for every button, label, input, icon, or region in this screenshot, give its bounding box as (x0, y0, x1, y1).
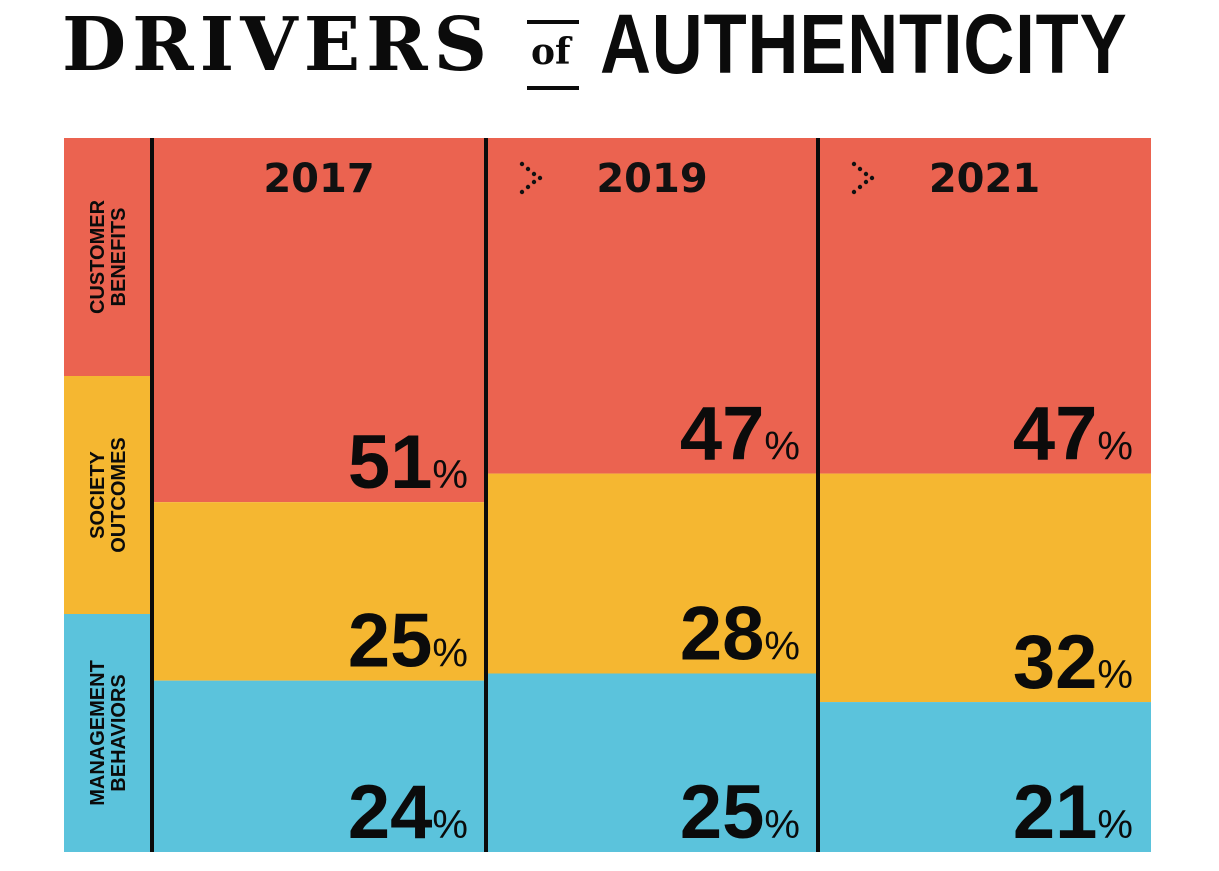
tick-label-2019: 2019 (596, 156, 707, 202)
data-label-2019-3: 25% (680, 770, 800, 855)
column-divider-3 (816, 138, 820, 852)
legend-swatch-1 (64, 138, 152, 376)
bar-2017-segment-1 (152, 138, 486, 503)
legend-label-2: SOCIETY OUTCOMES (87, 437, 130, 553)
chevron-dot (851, 161, 857, 167)
chevron-dot (863, 171, 869, 177)
bar-2019-segment-1 (486, 138, 818, 474)
chevron-dot (531, 179, 537, 185)
chevron-dot (531, 171, 537, 177)
chevron-dot (851, 189, 857, 195)
chevron-dot (869, 175, 875, 181)
chevron-dot (519, 189, 525, 195)
column-divider-2 (484, 138, 488, 852)
chart-title: DRIVERS of AUTHENTICITY (0, 0, 1219, 120)
title-of-bottom-rule (527, 86, 579, 90)
legend-label-line1: MANAGEMENT (87, 660, 109, 806)
bar-2021-segment-2 (818, 473, 1151, 703)
legend-label-1: CUSTOMER BENEFITS (87, 199, 130, 314)
title-drivers: DRIVERS (62, 2, 494, 88)
legend-label-line1: CUSTOMER (87, 199, 109, 314)
title-of: of (531, 31, 571, 73)
bar-2019-segment-3 (486, 673, 818, 852)
chevron-dot (863, 179, 869, 185)
title-of-mark: of (527, 20, 579, 92)
data-label-2017-1: 51% (348, 420, 468, 505)
legend-swatch-2 (64, 376, 152, 614)
bar-2017-segment-3 (152, 680, 486, 852)
title-authenticity: AUTHENTICITY (600, 0, 1128, 91)
dotted-chevron-right-icon (851, 161, 875, 195)
title-of-top-rule (527, 20, 579, 24)
legend-label-line2: BEHAVIORS (108, 674, 130, 791)
data-label-2021-1: 47% (1013, 392, 1133, 477)
bar-2017-segment-2 (152, 502, 486, 681)
chevron-dot (519, 161, 525, 167)
tick-label-2017: 2017 (263, 156, 374, 202)
data-label-2017-3: 24% (348, 770, 468, 855)
bar-2021-segment-1 (818, 138, 1151, 474)
legend-label-line1: SOCIETY (87, 450, 109, 538)
data-label-2021-2: 32% (1013, 620, 1133, 705)
legend-label-line2: BENEFITS (108, 208, 130, 307)
data-label-2019-1: 47% (680, 392, 800, 477)
legend-swatch-3 (64, 614, 152, 852)
column-divider-1 (150, 138, 154, 852)
legend-label-line2: OUTCOMES (108, 437, 130, 553)
legend-label-3: MANAGEMENT BEHAVIORS (87, 660, 130, 806)
data-label-2017-2: 25% (348, 599, 468, 684)
dotted-chevron-right-icon (519, 161, 543, 195)
chevron-dot (857, 184, 863, 190)
chevron-dot (857, 166, 863, 172)
bar-2019-segment-2 (486, 473, 818, 674)
chevron-dot (537, 175, 543, 181)
data-label-2019-2: 28% (680, 592, 800, 677)
tick-label-2021: 2021 (929, 156, 1040, 202)
bar-2021-segment-3 (818, 702, 1151, 852)
data-label-2021-3: 21% (1013, 770, 1133, 855)
chevron-dot (525, 184, 531, 190)
chevron-dot (525, 166, 531, 172)
